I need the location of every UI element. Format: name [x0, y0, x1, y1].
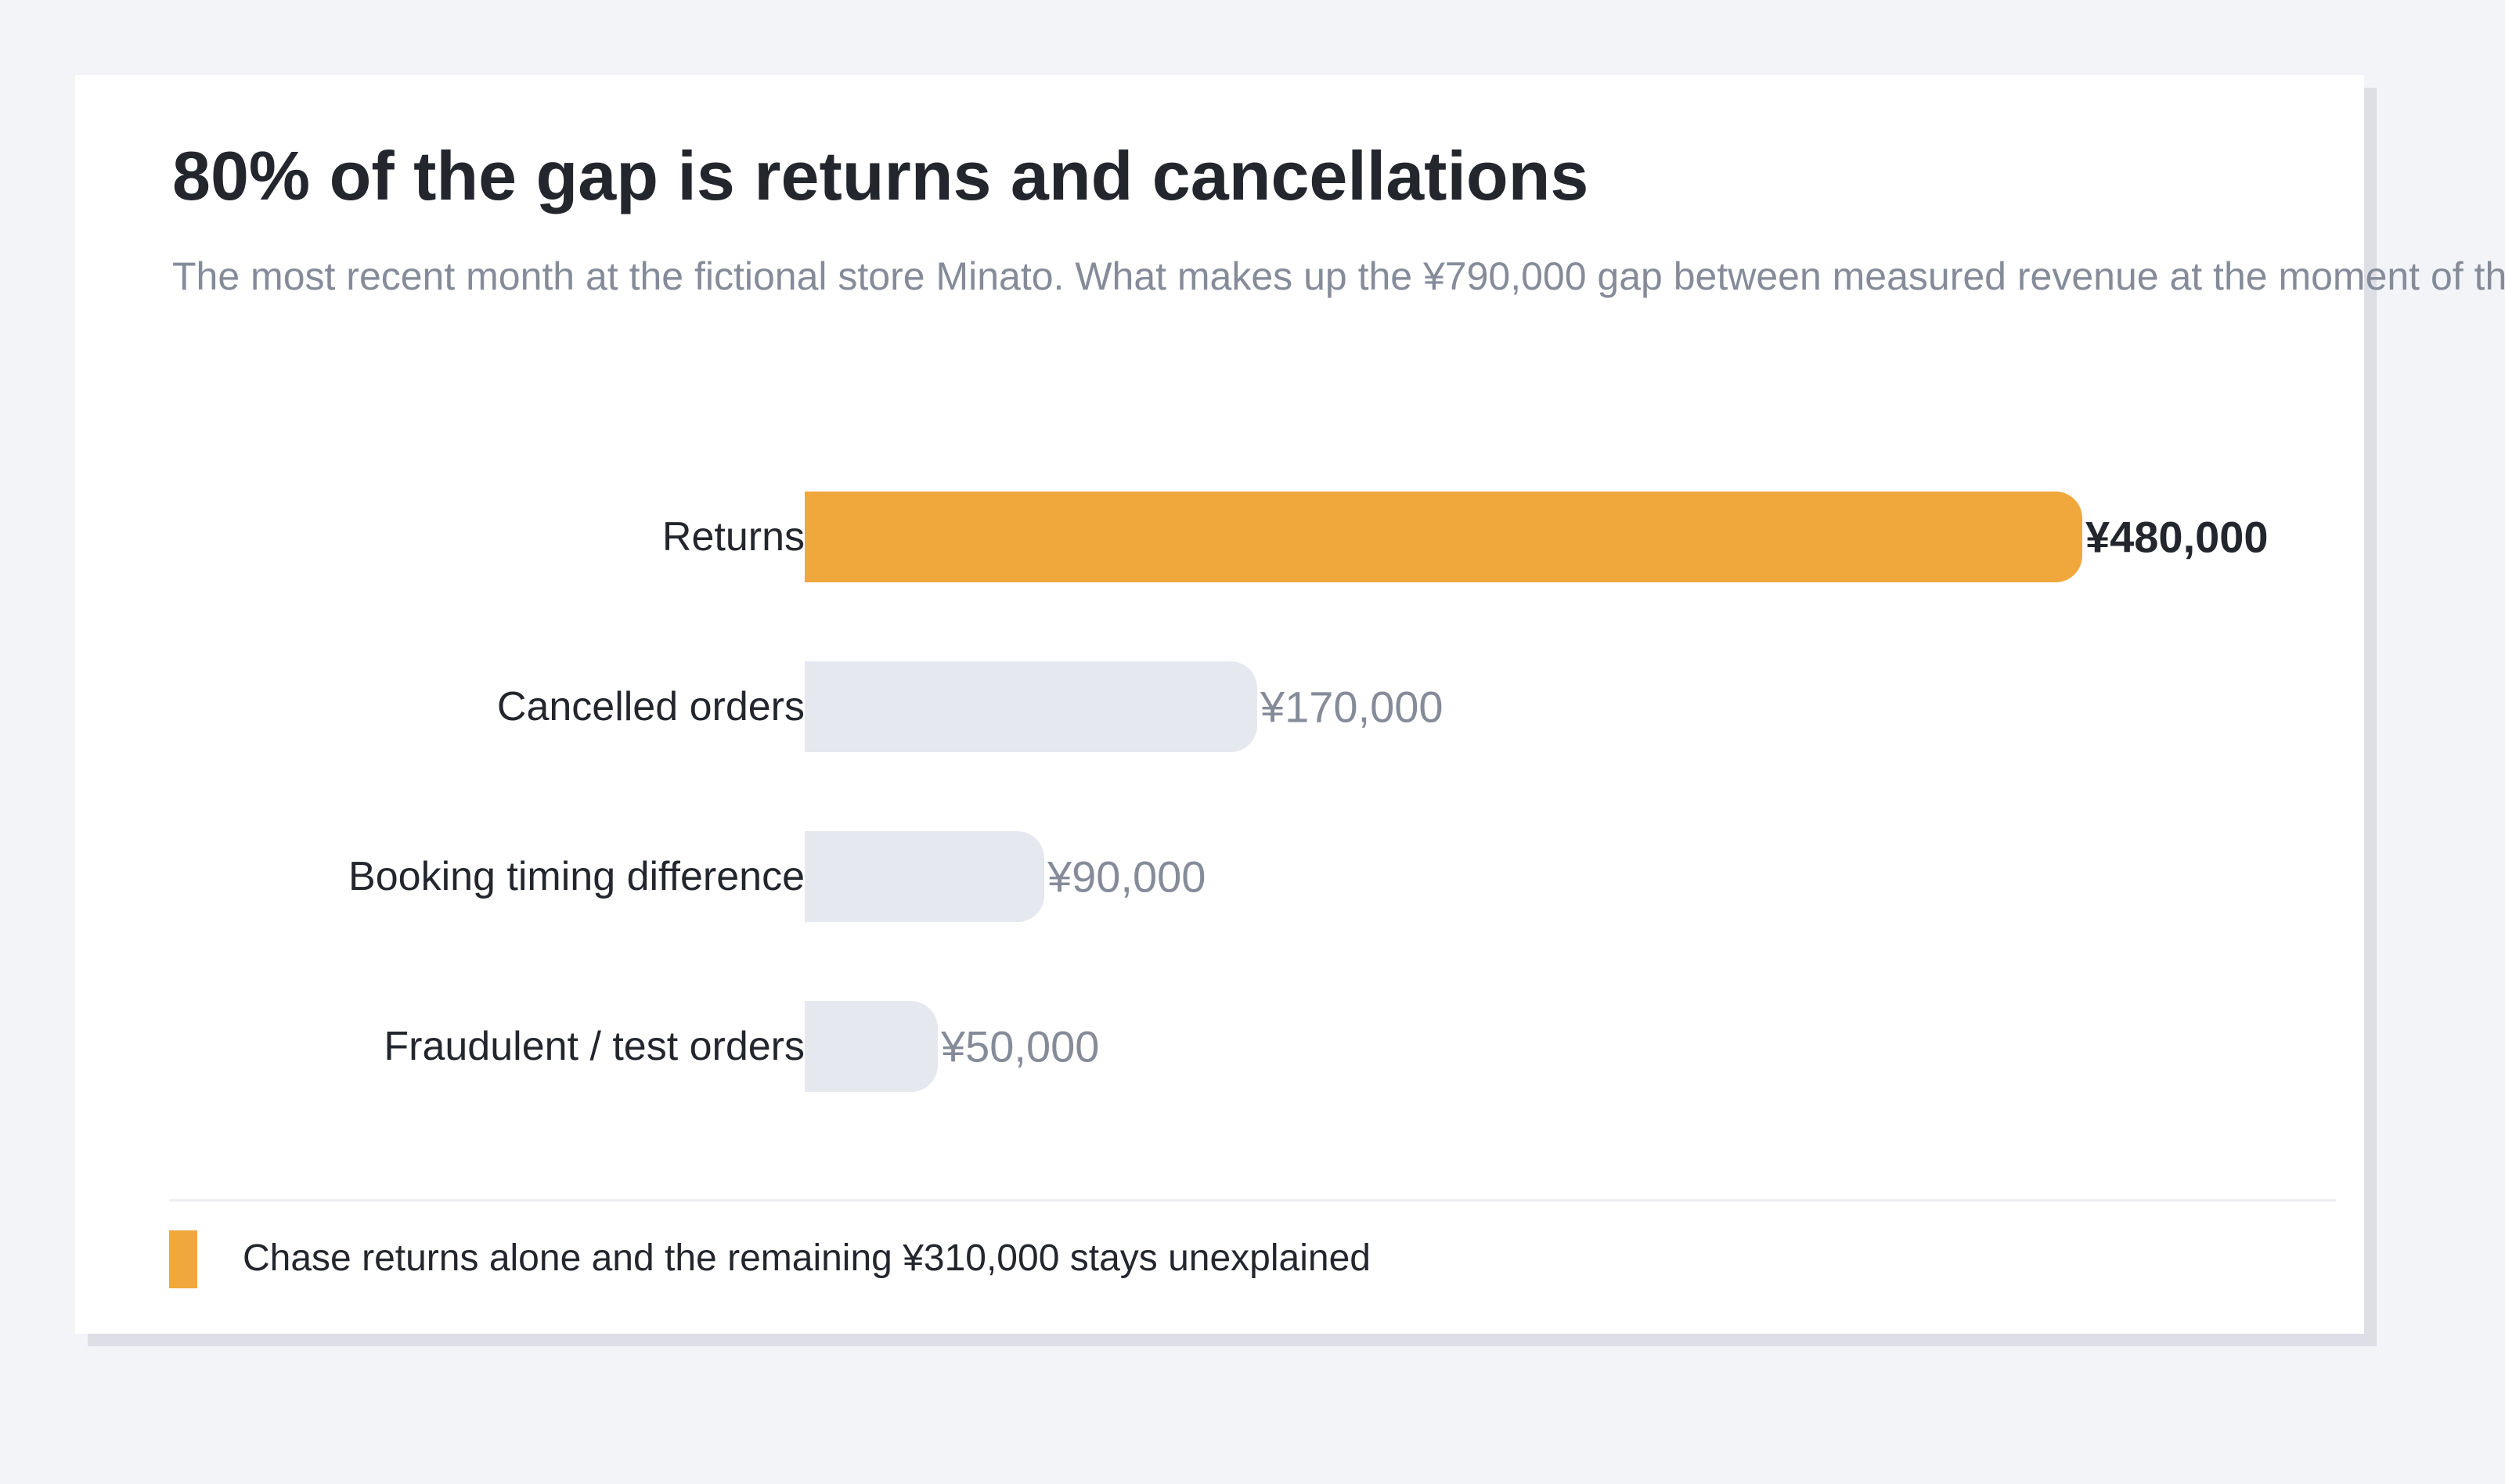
category-label: Fraudulent / test orders	[384, 1024, 805, 1069]
category-label: Returns	[662, 514, 805, 560]
value-label: ¥90,000	[1047, 852, 1206, 902]
value-label: ¥480,000	[2085, 513, 2269, 562]
bar-row: Fraudulent / test orders ¥50,000	[384, 1001, 1099, 1092]
bar-chart: Returns ¥480,000 Cancelled orders ¥170,000 B…	[348, 492, 2269, 1092]
highlight-legend-swatch	[169, 1230, 197, 1288]
category-label: Booking timing difference	[348, 854, 805, 899]
bar-row: Cancelled orders ¥170,000	[497, 661, 1444, 752]
bar-row: Booking timing difference ¥90,000	[348, 831, 1206, 922]
value-label: ¥170,000	[1260, 683, 1444, 732]
bar	[805, 831, 1044, 922]
bar-row: Returns ¥480,000	[662, 492, 2269, 582]
footer-divider	[169, 1199, 2336, 1201]
bar	[805, 661, 1257, 752]
chart-title: 80% of the gap is returns and cancellati…	[172, 137, 1589, 214]
chart-card: The most recent month at the fictional s…	[75, 75, 2505, 1334]
value-label: ¥50,000	[940, 1022, 1099, 1072]
bar-highlighted	[805, 492, 2082, 582]
footnote: Chase returns alone and the remaining ¥3…	[243, 1237, 1371, 1279]
category-label: Cancelled orders	[497, 684, 805, 729]
bar	[805, 1001, 938, 1092]
